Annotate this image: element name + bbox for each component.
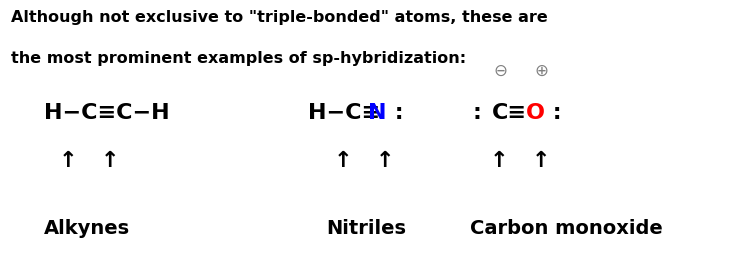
Text: ↑   ↑: ↑ ↑ [59, 151, 119, 171]
Text: H−C≡C−H: H−C≡C−H [44, 103, 170, 123]
Text: N: N [368, 103, 387, 123]
Text: ↑   ↑: ↑ ↑ [334, 151, 394, 171]
Text: O: O [526, 103, 545, 123]
Text: C≡: C≡ [492, 103, 527, 123]
Text: Alkynes: Alkynes [44, 219, 130, 238]
Text: Nitriles: Nitriles [327, 219, 407, 238]
Text: H−C≡: H−C≡ [308, 103, 380, 123]
Text: ↑   ↑: ↑ ↑ [490, 151, 550, 171]
Text: ⊕: ⊕ [534, 62, 548, 80]
Text: :: : [387, 103, 404, 123]
Text: :: : [473, 103, 490, 123]
Text: ⊖: ⊖ [494, 62, 507, 80]
Text: the most prominent examples of sp-hybridization:: the most prominent examples of sp-hybrid… [11, 51, 466, 66]
Text: :: : [545, 103, 562, 123]
Text: Carbon monoxide: Carbon monoxide [470, 219, 663, 238]
Text: Although not exclusive to "triple-bonded" atoms, these are: Although not exclusive to "triple-bonded… [11, 10, 548, 25]
